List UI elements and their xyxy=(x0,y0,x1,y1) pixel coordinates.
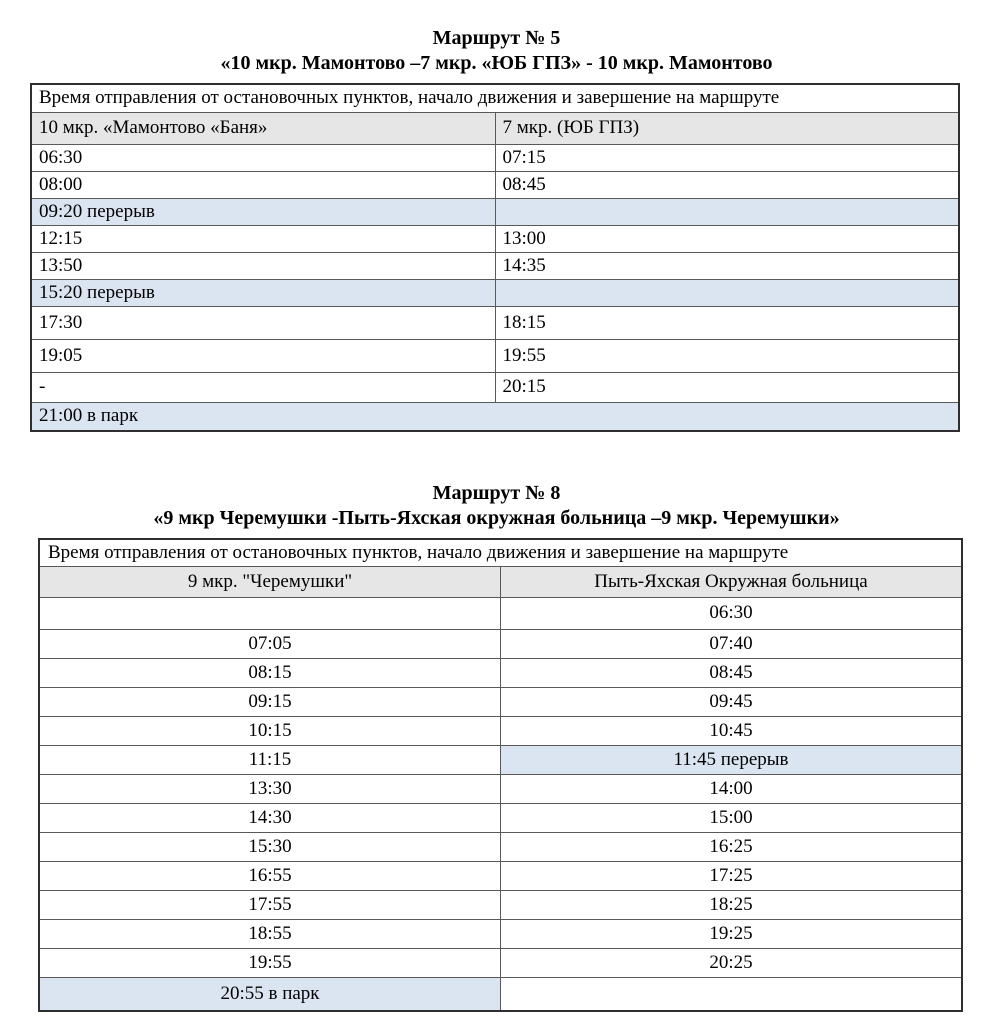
empty-cell xyxy=(494,278,960,307)
column-header-row: 10 мкр. «Мамонтово «Баня» 7 мкр. (ЮБ ГПЗ… xyxy=(30,111,960,145)
departure-time-cell: 20:15 xyxy=(494,371,960,403)
departure-time-cell: 10:45 xyxy=(500,715,963,746)
to-depot-cell: 21:00 в парк xyxy=(30,401,960,432)
route8-subtitle: «9 мкр Черемушки -Пыть-Яхская окружная б… xyxy=(153,507,840,529)
departure-time-cell: 14:30 xyxy=(38,802,501,833)
table-row: 09:15 09:45 xyxy=(38,686,963,717)
column-header-stop-a: 10 мкр. «Мамонтово «Баня» xyxy=(30,111,496,145)
route8-schedule-table: Время отправления от остановочных пункто… xyxy=(38,538,963,1012)
departure-time-cell: 18:15 xyxy=(494,305,960,340)
column-header-stop-a: 9 мкр. "Черемушки" xyxy=(38,565,501,598)
table-row: 08:00 08:45 xyxy=(30,170,960,199)
table-header-row: Время отправления от остановочных пункто… xyxy=(38,538,963,567)
departure-time-cell: 13:30 xyxy=(38,773,501,804)
departure-time-cell: 07:40 xyxy=(500,628,963,659)
departure-time-cell: 12:15 xyxy=(30,224,496,253)
departure-time-cell: 14:00 xyxy=(500,773,963,804)
table-row: 10:15 10:45 xyxy=(38,715,963,746)
table-row: 15:30 16:25 xyxy=(38,831,963,862)
departure-time-cell: 17:30 xyxy=(30,305,496,340)
table-row: 08:15 08:45 xyxy=(38,657,963,688)
table-row: 18:55 19:25 xyxy=(38,918,963,949)
table-header-row: Время отправления от остановочных пункто… xyxy=(30,83,960,113)
route8-section: Маршрут № 8 «9 мкр Черемушки -Пыть-Яхска… xyxy=(0,481,993,1012)
table-row: 16:55 17:25 xyxy=(38,860,963,891)
route5-schedule-table: Время отправления от остановочных пункто… xyxy=(30,83,960,432)
table-row: - 20:15 xyxy=(30,371,960,403)
column-header-stop-b: Пыть-Яхская Окружная больница xyxy=(500,565,963,598)
table-row: 17:30 18:15 xyxy=(30,305,960,340)
table-row: 19:55 20:25 xyxy=(38,947,963,978)
empty-cell xyxy=(38,596,501,630)
departure-time-cell: - xyxy=(30,371,496,403)
break-time-cell: 11:45 перерыв xyxy=(500,744,963,775)
departure-time-cell: 08:45 xyxy=(494,170,960,199)
departure-time-cell: 11:15 xyxy=(38,744,501,775)
table-row: 13:50 14:35 xyxy=(30,251,960,280)
column-header-row: 9 мкр. "Черемушки" Пыть-Яхская Окружная … xyxy=(38,565,963,598)
table-row: 06:30 07:15 xyxy=(30,143,960,172)
table-header-cell: Время отправления от остановочных пункто… xyxy=(30,83,960,113)
departure-time-cell: 06:30 xyxy=(500,596,963,630)
break-row: 09:20 перерыв xyxy=(30,197,960,226)
departure-time-cell: 18:25 xyxy=(500,889,963,920)
route5-section: Маршрут № 5 «10 мкр. Мамонтово –7 мкр. «… xyxy=(0,26,993,432)
break-row: 15:20 перерыв xyxy=(30,278,960,307)
departure-time-cell: 19:55 xyxy=(38,947,501,978)
departure-time-cell: 20:25 xyxy=(500,947,963,978)
table-row: 14:30 15:00 xyxy=(38,802,963,833)
departure-time-cell: 06:30 xyxy=(30,143,496,172)
route5-title: Маршрут № 5 xyxy=(432,27,561,49)
to-depot-row: 20:55 в парк xyxy=(38,976,963,1012)
departure-time-cell: 13:50 xyxy=(30,251,496,280)
departure-time-cell: 07:15 xyxy=(494,143,960,172)
departure-time-cell: 15:30 xyxy=(38,831,501,862)
to-depot-cell: 20:55 в парк xyxy=(38,976,501,1012)
departure-time-cell: 17:25 xyxy=(500,860,963,891)
departure-time-cell: 14:35 xyxy=(494,251,960,280)
break-row: 11:15 11:45 перерыв xyxy=(38,744,963,775)
departure-time-cell: 15:00 xyxy=(500,802,963,833)
departure-time-cell: 07:05 xyxy=(38,628,501,659)
table-row: 06:30 xyxy=(38,596,963,630)
table-row: 12:15 13:00 xyxy=(30,224,960,253)
table-row: 19:05 19:55 xyxy=(30,338,960,373)
table-row: 17:55 18:25 xyxy=(38,889,963,920)
departure-time-cell: 18:55 xyxy=(38,918,501,949)
table-row: 07:05 07:40 xyxy=(38,628,963,659)
departure-time-cell: 10:15 xyxy=(38,715,501,746)
column-header-stop-b: 7 мкр. (ЮБ ГПЗ) xyxy=(494,111,960,145)
departure-time-cell: 19:05 xyxy=(30,338,496,373)
departure-time-cell: 08:15 xyxy=(38,657,501,688)
departure-time-cell: 16:55 xyxy=(38,860,501,891)
departure-time-cell: 17:55 xyxy=(38,889,501,920)
route5-subtitle: «10 мкр. Мамонтово –7 мкр. «ЮБ ГПЗ» - 10… xyxy=(220,52,773,74)
table-row: 13:30 14:00 xyxy=(38,773,963,804)
break-time-cell: 15:20 перерыв xyxy=(30,278,496,307)
departure-time-cell: 09:15 xyxy=(38,686,501,717)
route8-title: Маршрут № 8 xyxy=(432,482,561,504)
empty-cell xyxy=(500,976,963,1012)
departure-time-cell: 19:25 xyxy=(500,918,963,949)
departure-time-cell: 08:00 xyxy=(30,170,496,199)
departure-time-cell: 13:00 xyxy=(494,224,960,253)
departure-time-cell: 19:55 xyxy=(494,338,960,373)
departure-time-cell: 16:25 xyxy=(500,831,963,862)
empty-cell xyxy=(494,197,960,226)
to-depot-row: 21:00 в парк xyxy=(30,401,960,432)
departure-time-cell: 08:45 xyxy=(500,657,963,688)
break-time-cell: 09:20 перерыв xyxy=(30,197,496,226)
table-header-cell: Время отправления от остановочных пункто… xyxy=(38,538,963,567)
departure-time-cell: 09:45 xyxy=(500,686,963,717)
